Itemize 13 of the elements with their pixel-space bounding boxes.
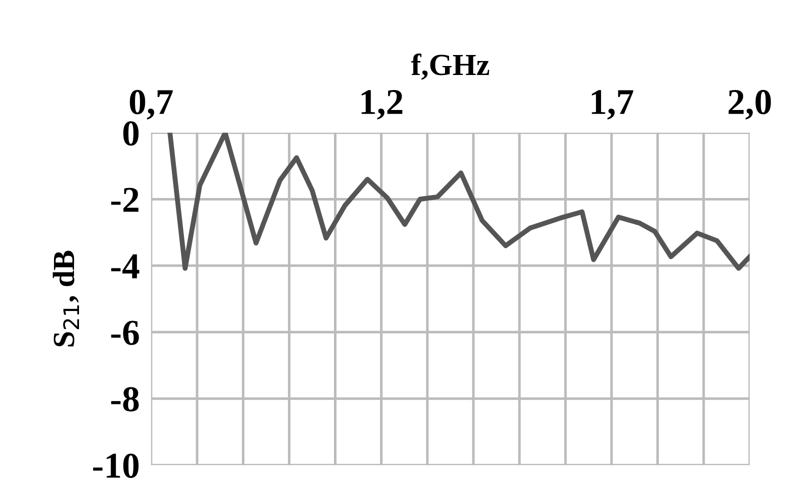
x-tick-label: 1,7 [592, 90, 634, 120]
y-tick-label: -8 [111, 387, 139, 412]
y-axis-title: S$_{21}$, dB [52, 250, 80, 346]
y-tick-label: -10 [93, 454, 139, 478]
y-tick-label: -6 [111, 320, 139, 346]
x-tick-label: 0,7 [130, 90, 173, 120]
x-tick-label: 2,0 [728, 90, 771, 120]
x-tick-label: 1,2 [362, 90, 402, 120]
y-tick-label: 0 [123, 121, 139, 146]
y-tick-label: -2 [111, 188, 138, 212]
y-tick-label: -4 [111, 254, 140, 278]
line-series [168, 132, 750, 271]
x-axis-title: f,GHz [411, 53, 490, 80]
